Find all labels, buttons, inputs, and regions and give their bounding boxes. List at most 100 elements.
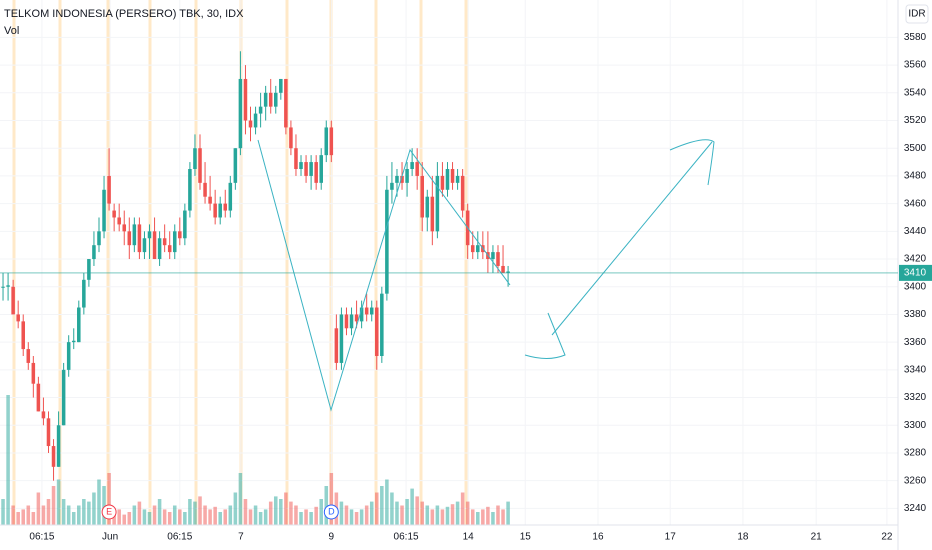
volume-bar [450, 504, 455, 525]
candle-body [223, 203, 228, 211]
candle-body [172, 231, 177, 253]
candle-body [112, 210, 116, 218]
y-tick-label: 3260 [904, 475, 927, 486]
candle-body [61, 369, 66, 426]
volume-bar [470, 509, 475, 525]
volume-bar [41, 505, 46, 525]
candle-body [506, 271, 510, 273]
candle-body [334, 328, 339, 363]
volume-bar [390, 492, 394, 525]
candle-body [193, 148, 197, 169]
volume-bar [405, 499, 409, 525]
volume-bar [445, 506, 450, 525]
volume-bar [172, 505, 177, 525]
volume-bar [213, 506, 217, 525]
volume-bar [258, 512, 263, 525]
volume-bar [243, 499, 248, 525]
candle-body [243, 78, 248, 121]
candle-body [460, 175, 465, 211]
x-tick-label: 9 [329, 532, 335, 543]
candle-body [258, 106, 263, 114]
grid [0, 0, 898, 525]
volume-bar [486, 506, 490, 525]
candle-body [233, 148, 238, 183]
candle-body [152, 231, 157, 260]
candle-body [16, 314, 20, 322]
volume-bar [359, 509, 364, 525]
volume-bar [395, 501, 399, 525]
candle-body [248, 120, 253, 128]
candle-body [21, 321, 26, 350]
candle-body [380, 293, 384, 357]
volume-bar [11, 505, 15, 525]
volume-bar [87, 501, 91, 525]
candle-body [213, 203, 217, 218]
volume-bar [137, 501, 142, 525]
volume-bar [268, 501, 273, 525]
volume-bar [71, 512, 76, 525]
volume-bar [349, 509, 354, 525]
volume-bar [167, 512, 172, 525]
volume-bar [481, 509, 485, 525]
candle-body [51, 446, 56, 467]
candle-body [440, 175, 445, 190]
volume-bar [410, 488, 414, 525]
volume-bar [289, 501, 293, 525]
candle-body [122, 224, 127, 232]
candle-body [11, 286, 15, 315]
volume-bar [31, 512, 36, 525]
x-tick-label: 06:15 [29, 532, 54, 543]
volume-bar [375, 492, 379, 525]
candle-body [56, 425, 61, 467]
volume-bar [147, 512, 152, 525]
candle-body [127, 231, 132, 246]
volume-bar [82, 499, 86, 525]
volume-bar [354, 512, 359, 525]
candle-body [405, 168, 409, 183]
candle-body [183, 210, 187, 239]
candle-body [375, 307, 379, 357]
candle-body [157, 238, 162, 260]
y-tick-label: 3400 [904, 281, 927, 292]
candle-body [289, 127, 293, 149]
candle-body [142, 238, 147, 253]
volume-bar [223, 509, 228, 525]
candle-body [309, 162, 313, 176]
candle-body [476, 245, 480, 253]
volume-bar [46, 499, 51, 525]
volume-bar [208, 509, 212, 525]
y-tick-label: 3520 [904, 115, 927, 126]
x-tick-label: 18 [737, 532, 749, 543]
volume-bar [142, 509, 147, 525]
volume-bar [314, 506, 318, 525]
y-tick-label: 3580 [904, 32, 927, 43]
candle-body [299, 162, 303, 169]
candle-body [132, 224, 137, 246]
candle-body [66, 342, 71, 370]
candle-body [284, 78, 288, 128]
volume-bar [102, 486, 106, 525]
y-tick-label: 3440 [904, 226, 927, 237]
candle-body [102, 189, 106, 232]
volume-bar [1, 499, 5, 525]
y-tick-label: 3480 [904, 171, 927, 182]
volume-bar [476, 512, 480, 525]
axes: 3240 3260 3280 3300 3320 3340 3360 3380 3400 3420… [29, 32, 926, 543]
volume-bar [339, 501, 344, 525]
candle-body [273, 92, 278, 107]
x-tick-label: 16 [592, 532, 604, 543]
volume-bar [455, 501, 460, 525]
candle-body [496, 252, 500, 266]
candle-body [208, 196, 212, 204]
volume-bar [496, 505, 500, 525]
volume-bar [385, 479, 389, 525]
volume-bar [178, 509, 182, 525]
volume-bar [380, 486, 384, 525]
volume-bar [36, 492, 41, 525]
candle-body [228, 182, 233, 211]
volume-bar [420, 501, 424, 525]
volume-bar [16, 512, 20, 525]
volume-bar [228, 505, 233, 525]
candle-body [435, 175, 440, 232]
